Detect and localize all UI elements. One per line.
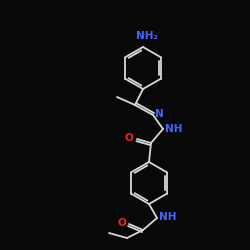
Text: O: O — [124, 133, 133, 143]
Text: N: N — [155, 109, 164, 119]
Text: O: O — [117, 218, 126, 228]
Text: NH: NH — [159, 212, 176, 222]
Text: NH: NH — [165, 124, 182, 134]
Text: NH₂: NH₂ — [136, 31, 158, 41]
